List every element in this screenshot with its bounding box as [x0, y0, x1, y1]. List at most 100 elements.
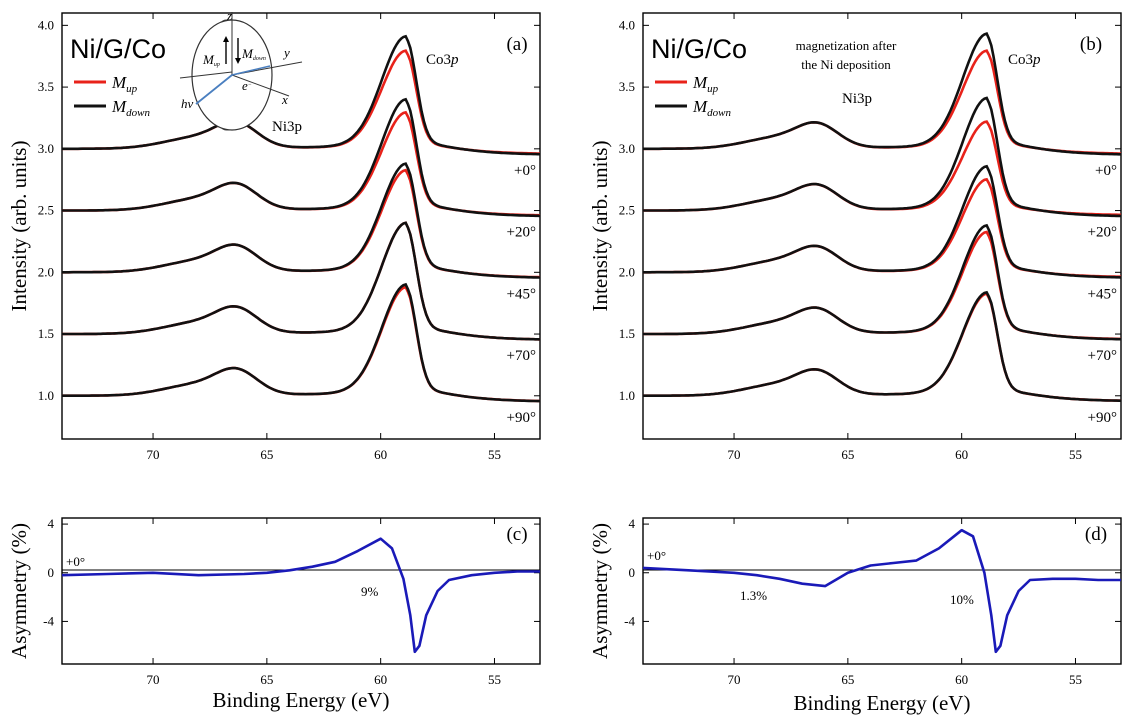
axis-back-line	[179, 71, 233, 79]
y-tick-label: 2.5	[38, 203, 54, 218]
panel-c-tag: (c)	[506, 524, 527, 545]
y-tick-label: 2.5	[619, 203, 635, 218]
panel-b-frame	[642, 12, 1122, 440]
spectrum-m-up-1	[643, 120, 1121, 217]
spectrum-m-down-3	[62, 221, 541, 341]
spectrum-m-up-3	[62, 221, 541, 341]
spectrum-m-up-3	[643, 230, 1121, 341]
inset-x-label: x	[281, 92, 288, 107]
angle-label: +20°	[1088, 225, 1117, 241]
y-tick-label: -4	[43, 613, 54, 628]
panel-b-ni3p-label: Ni3p	[842, 91, 872, 107]
y-tick-label: 3.0	[619, 141, 635, 156]
x-tick-label: 70	[728, 447, 741, 462]
panel-c-xlabel: Binding Energy (eV)	[213, 688, 390, 712]
spectrum-m-down-3	[643, 223, 1121, 341]
panel-d-angle-label: +0°	[647, 548, 666, 563]
y-tick-label: 4	[48, 516, 55, 531]
spectrum-m-up-2	[62, 168, 541, 279]
axis-x-line	[231, 74, 290, 97]
inset-y-label: y	[282, 45, 290, 60]
panel-c-angle-label: +0°	[66, 554, 85, 569]
y-tick-label: 1.0	[38, 388, 54, 403]
angle-label: +20°	[507, 225, 536, 241]
x-tick-label: 65	[260, 672, 273, 687]
panel-d-ylabel: Asymmetry (%)	[588, 523, 612, 659]
panel-b-note-line2: the Ni deposition	[801, 57, 891, 72]
angle-label: +90°	[507, 410, 536, 426]
x-tick-label: 55	[488, 447, 501, 462]
panel-b-ylabel: Intensity (arb. units)	[588, 141, 612, 312]
electron-path-line	[231, 65, 271, 76]
y-tick-label: 1.0	[619, 388, 635, 403]
x-tick-label: 60	[955, 447, 968, 462]
panel-a-tag: (a)	[506, 34, 527, 55]
y-tick-label: 1.5	[38, 326, 54, 341]
x-tick-label: 65	[841, 447, 854, 462]
mup-arrowhead	[223, 36, 229, 42]
panel-c-ylabel: Asymmetry (%)	[7, 523, 31, 659]
y-tick-label: 4.0	[619, 17, 635, 32]
asymmetry-line	[61, 537, 540, 654]
mdown-arrowhead	[235, 58, 241, 64]
angle-label: +90°	[1088, 410, 1117, 426]
spectrum-m-up-0	[62, 49, 540, 155]
x-tick-label: 55	[1069, 672, 1082, 687]
panel-a-ylabel: Intensity (arb. units)	[7, 141, 31, 312]
spectrum-m-up-2	[643, 177, 1121, 278]
y-tick-label: 4.0	[38, 17, 54, 32]
panel-a-frame	[61, 12, 541, 440]
panel-d-pct2-label: 10%	[950, 592, 974, 607]
spectrum-m-down-4	[643, 290, 1121, 402]
y-tick-label: 1.5	[619, 326, 635, 341]
y-tick-label: 2.0	[38, 264, 54, 279]
spectrum-m-down-1	[62, 97, 541, 218]
spectrum-m-up-4	[62, 285, 541, 403]
panel-b-note-line1: magnetization after	[796, 38, 897, 53]
x-tick-label: 55	[488, 672, 501, 687]
angle-label: +70°	[507, 348, 536, 364]
spectrum-m-down-0	[643, 31, 1121, 156]
x-tick-label: 70	[147, 447, 160, 462]
x-tick-label: 65	[841, 672, 854, 687]
x-tick-label: 60	[374, 447, 387, 462]
panel-a-legend-up: Mup	[111, 73, 138, 95]
spectrum-m-down-4	[62, 282, 540, 403]
spectrum-m-down-1	[643, 96, 1121, 218]
panel-c-plot: 70 65 60 55 4 0 -4	[43, 516, 540, 687]
panel-d-frame	[642, 517, 1122, 665]
panel-a-co3p-label: Co3p	[426, 52, 459, 68]
y-tick-label: 0	[48, 565, 55, 580]
x-tick-label: 55	[1069, 447, 1082, 462]
geometry-inset: z y x Mup Mdown hv e−	[179, 8, 303, 131]
panel-c-pct-label: 9%	[361, 584, 379, 599]
panel-d-tag: (d)	[1085, 524, 1107, 545]
y-tick-label: 3.5	[619, 79, 635, 94]
x-tick-label: 70	[728, 672, 741, 687]
inset-mdown-label: Mdown	[241, 46, 266, 62]
angle-label: +45°	[1088, 286, 1117, 302]
inset-electron-label: e−	[242, 78, 252, 93]
spectrum-m-down-2	[643, 164, 1122, 279]
angle-label: +0°	[1095, 163, 1117, 179]
spectrum-m-down-0	[62, 34, 540, 156]
panel-b-sample-label: Ni/G/Co	[651, 34, 747, 64]
panel-a-legend-down: Mdown	[111, 97, 151, 119]
y-tick-label: 4	[629, 516, 636, 531]
spectrum-m-down-2	[62, 162, 540, 279]
panel-a-sample-label: Ni/G/Co	[70, 34, 166, 64]
inset-hv-label: hv	[181, 96, 194, 111]
asymmetry-line	[642, 528, 1121, 654]
angle-label: +45°	[507, 286, 536, 302]
panel-a-ni3p-label: Ni3p	[272, 119, 302, 135]
y-tick-label: 0	[629, 565, 636, 580]
panel-c-frame	[61, 517, 541, 665]
x-tick-label: 60	[374, 672, 387, 687]
spectrum-m-up-4	[643, 292, 1122, 402]
panel-b-plot: 70 65 60 55 1.0 1.5 2.0 2.5 3.0 3.5 4.0 +0° +20° +45°…	[619, 13, 1122, 462]
y-tick-label: 3.0	[38, 141, 54, 156]
angle-label: +70°	[1088, 348, 1117, 364]
y-tick-label: -4	[624, 613, 635, 628]
panel-d-xlabel: Binding Energy (eV)	[794, 691, 971, 715]
